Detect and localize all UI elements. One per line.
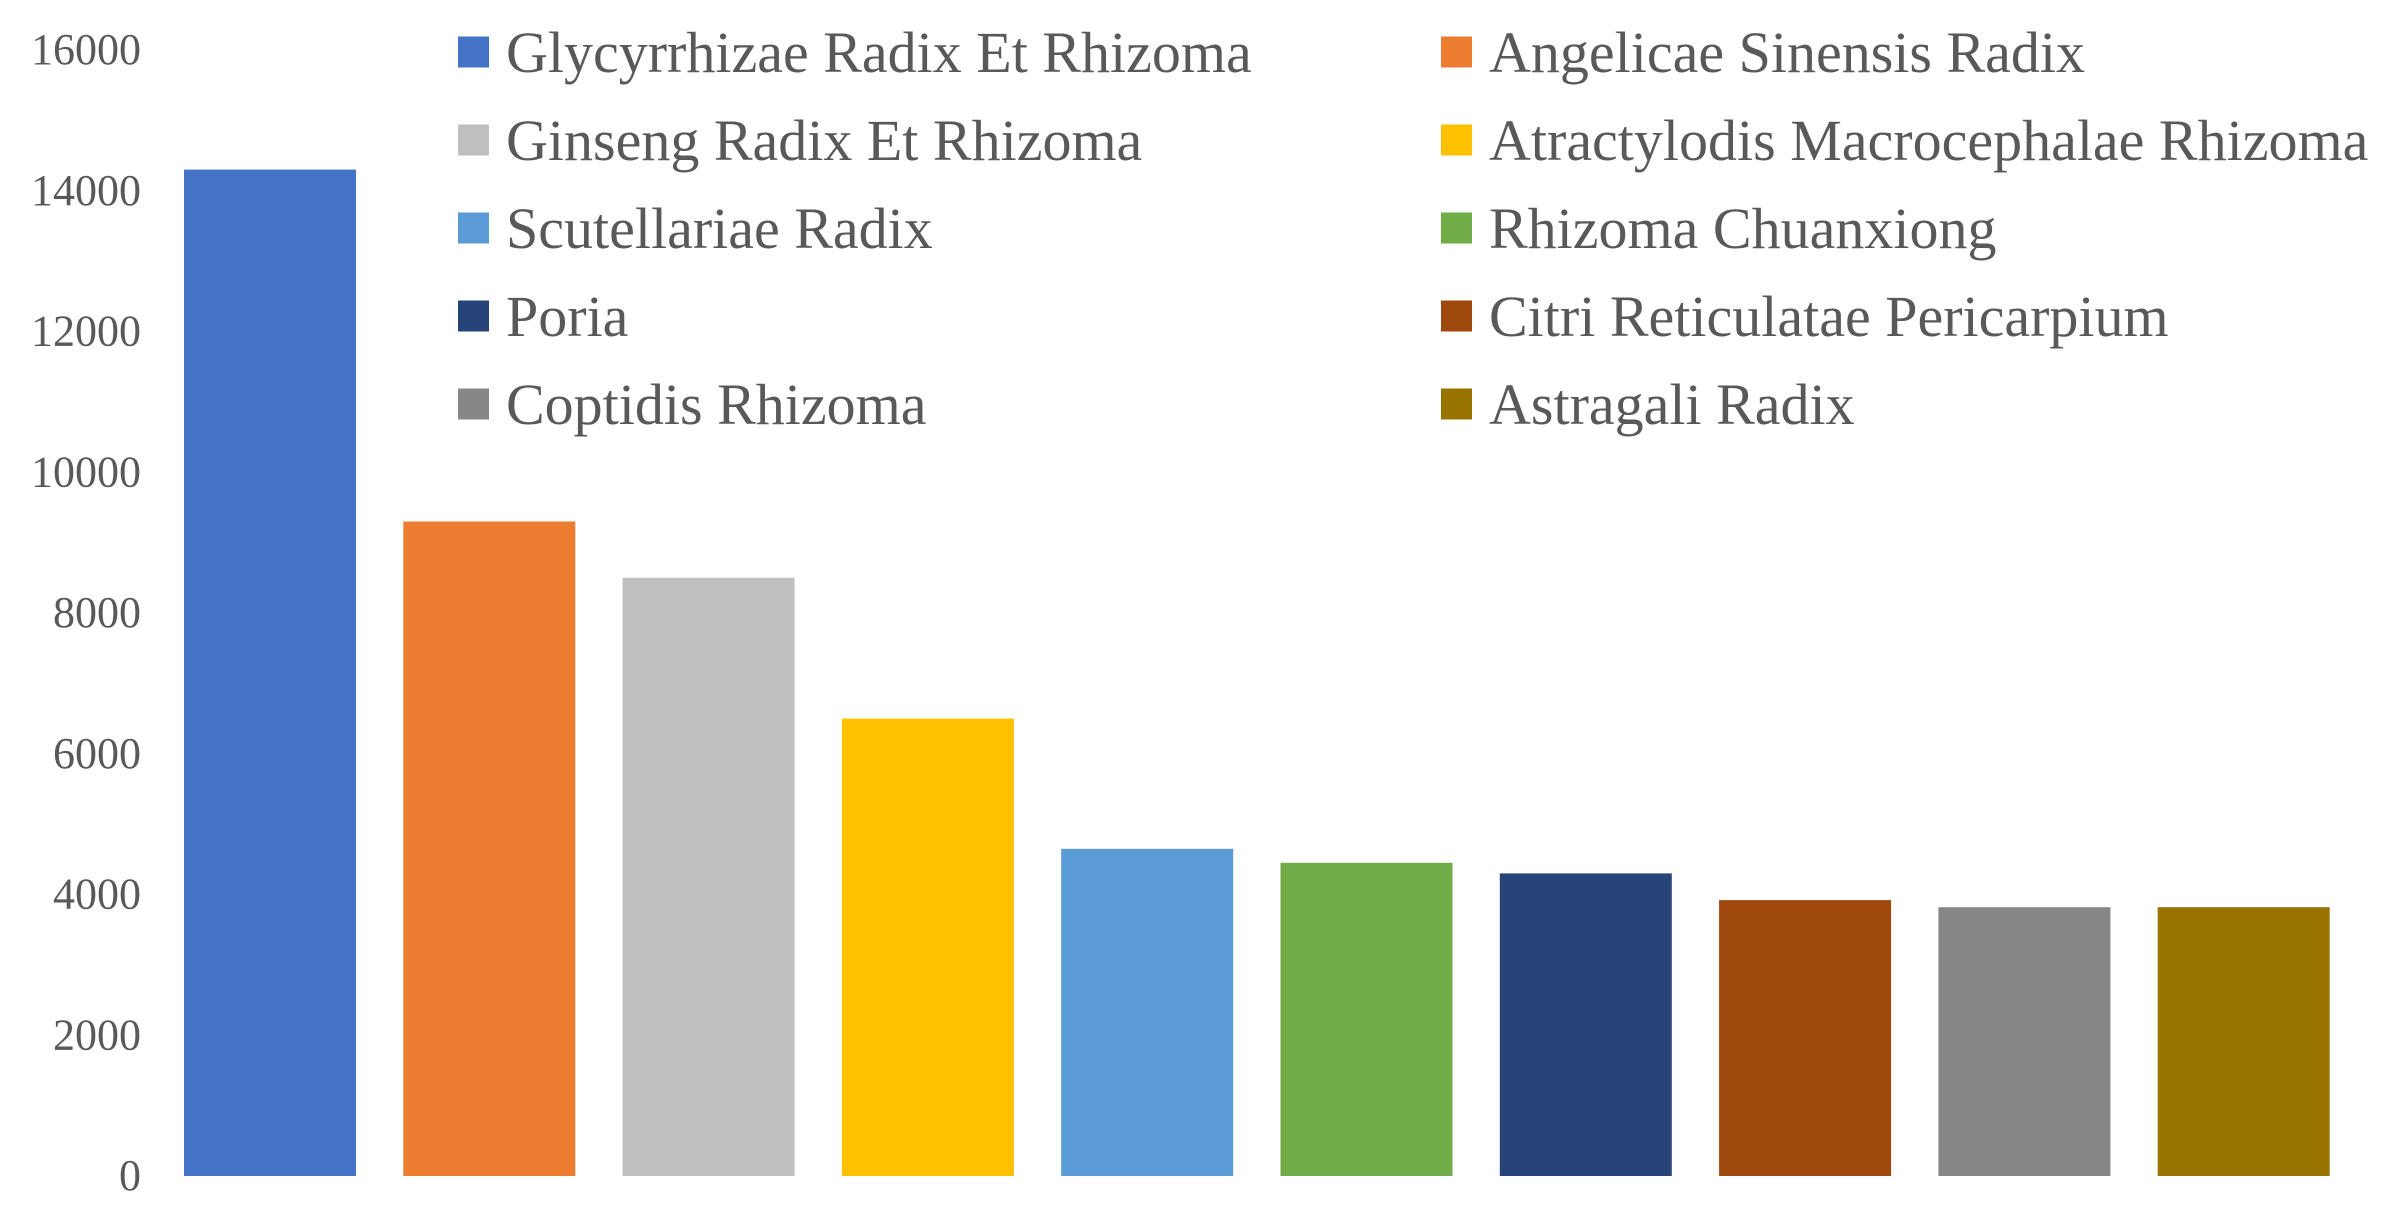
legend-item: Coptidis Rhizoma — [458, 372, 927, 437]
legend-label: Glycyrrhizae Radix Et Rhizoma — [506, 20, 1252, 85]
legend-label: Atractylodis Macrocephalae Rhizoma — [1489, 108, 2368, 173]
bar — [841, 718, 1014, 1176]
y-tick-label: 2000 — [53, 1010, 141, 1059]
y-axis: 0 2000 4000 6000 8000 10000 12000 14000 16000 — [31, 25, 141, 1200]
legend-item: Ginseng Radix Et Rhizoma — [458, 108, 1142, 173]
legend-label: Angelicae Sinensis Radix — [1489, 20, 2085, 85]
legend-label: Rhizoma Chuanxiong — [1489, 196, 1996, 261]
bar — [2157, 907, 2330, 1176]
legend-label: Scutellariae Radix — [506, 196, 933, 261]
y-tick-label: 0 — [119, 1151, 141, 1200]
legend-item: Scutellariae Radix — [458, 196, 933, 261]
legend-swatch — [1441, 388, 1472, 420]
legend-swatch — [458, 212, 489, 244]
y-tick-label: 8000 — [53, 588, 141, 637]
bar — [184, 169, 356, 1177]
legend-item: Rhizoma Chuanxiong — [1441, 196, 1996, 261]
y-tick-label: 4000 — [53, 870, 141, 919]
y-tick-label: 14000 — [31, 166, 141, 215]
bars — [184, 169, 2330, 1177]
legend-swatch — [1441, 212, 1472, 244]
legend-swatch — [1441, 300, 1472, 332]
legend-item: Atractylodis Macrocephalae Rhizoma — [1441, 108, 2368, 173]
legend-swatch — [458, 124, 489, 156]
legend-swatch — [458, 388, 489, 420]
bar — [1719, 900, 1892, 1176]
y-tick-label: 16000 — [31, 25, 141, 74]
legend-swatch — [458, 300, 489, 332]
legend: Glycyrrhizae Radix Et Rhizoma Angelicae S… — [458, 20, 2368, 437]
legend-item: Poria — [458, 284, 628, 349]
bar — [1938, 907, 2111, 1176]
legend-label: Poria — [506, 284, 628, 349]
bar — [1061, 848, 1234, 1176]
legend-item: Glycyrrhizae Radix Et Rhizoma — [458, 20, 1252, 85]
bar — [403, 521, 576, 1176]
legend-label: Citri Reticulatae Pericarpium — [1489, 284, 2169, 349]
bar — [622, 577, 795, 1176]
y-tick-label: 12000 — [31, 307, 141, 356]
legend-label: Astragali Radix — [1489, 372, 1855, 437]
bar — [1499, 873, 1672, 1176]
legend-label: Ginseng Radix Et Rhizoma — [506, 108, 1142, 173]
legend-item: Angelicae Sinensis Radix — [1441, 20, 2085, 85]
legend-swatch — [1441, 124, 1472, 156]
bar — [1280, 862, 1453, 1176]
legend-item: Astragali Radix — [1441, 372, 1855, 437]
legend-label: Coptidis Rhizoma — [506, 372, 927, 437]
legend-item: Citri Reticulatae Pericarpium — [1441, 284, 2169, 349]
legend-swatch — [458, 36, 489, 68]
legend-swatch — [1441, 36, 1472, 68]
y-tick-label: 6000 — [53, 729, 141, 778]
y-tick-label: 10000 — [31, 447, 141, 496]
